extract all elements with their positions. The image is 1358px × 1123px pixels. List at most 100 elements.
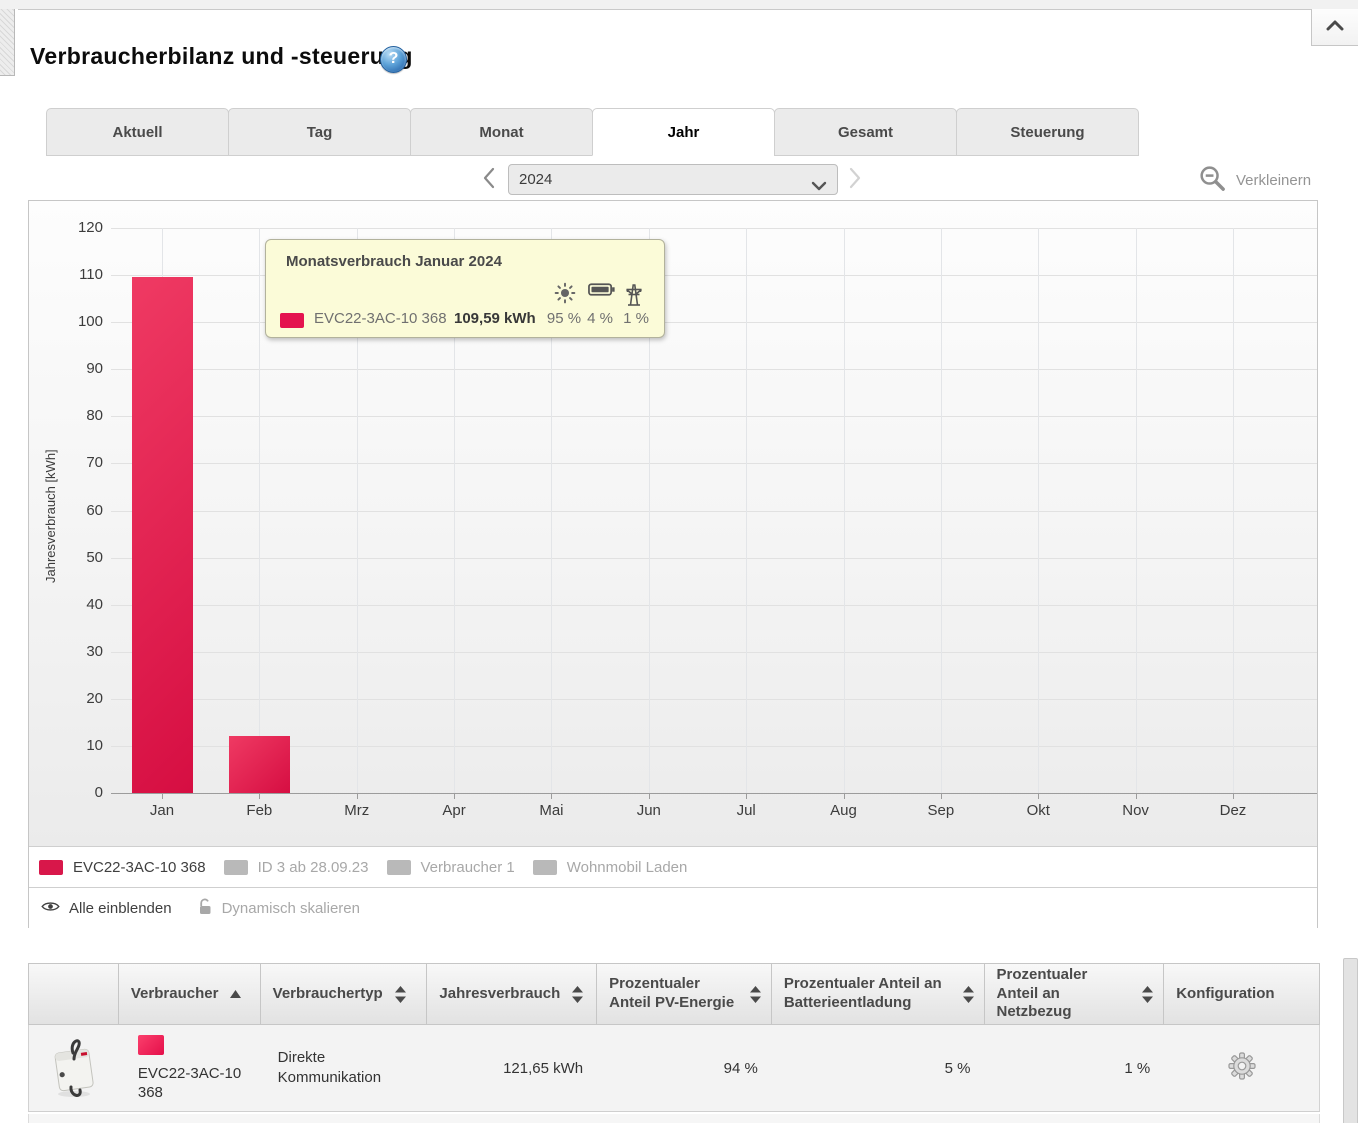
dynamic-scale-label: Dynamisch skalieren [221, 900, 360, 917]
chart-controls: Alle einblenden Dynamisch skalieren [29, 887, 1317, 929]
x-tick [1135, 794, 1137, 799]
scroll-up-button[interactable] [1311, 9, 1358, 46]
gridline [111, 416, 1317, 418]
x-axis [111, 793, 1317, 794]
x-tick [551, 794, 553, 799]
x-tick [356, 794, 358, 799]
next-year-button[interactable] [846, 166, 868, 192]
scrollbar-thumb[interactable] [1343, 958, 1358, 1123]
consumer-table: Verbraucher Verbrauchertyp Jahresverbrauch… [28, 963, 1320, 1123]
chevron-up-icon [1326, 18, 1344, 36]
column-header-label: Jahresverbrauch [439, 984, 561, 1002]
configuration-cell [1164, 1025, 1319, 1111]
chevron-down-icon [811, 173, 827, 202]
column-header-verbrauchertyp[interactable]: Verbrauchertyp [260, 964, 428, 1024]
consumer-type-cell: Direkte Kommunikation [261, 1025, 428, 1111]
x-tick [843, 794, 845, 799]
annual-consumption-cell: 121,65 kWh [503, 1059, 584, 1077]
legend-label: Verbraucher 1 [420, 858, 515, 876]
x-tick-label: Mai [539, 802, 564, 819]
gridline [111, 275, 1317, 277]
x-tick [940, 794, 942, 799]
x-tick [1038, 794, 1040, 799]
tab-tag[interactable]: Tag [228, 108, 411, 156]
power-pylon-icon [624, 282, 644, 311]
tab-monat[interactable]: Monat [410, 108, 593, 156]
column-header-prozentualer-anteil-pv-energie[interactable]: Prozentualer Anteil PV-Energie [597, 964, 772, 1024]
year-select[interactable]: 2024 [508, 164, 838, 195]
x-tick [454, 794, 456, 799]
column-header-prozentualer-anteil-an-netzbezug[interactable]: Prozentualer Anteil an Netzbezug [984, 964, 1165, 1024]
y-axis-title: Jahresverbrauch [kWh] [43, 449, 58, 583]
column-header-label: Prozentualer Anteil an Batterieentladung [783, 975, 942, 1011]
show-all-toggle[interactable]: Alle einblenden [41, 900, 172, 917]
tooltip-title: Monatsverbrauch Januar 2024 [286, 253, 502, 270]
tooltip-series-name: EVC22-3AC-10 368 [314, 310, 447, 327]
gridline [111, 463, 1317, 465]
column-header-prozentualer-anteil-an-batterieentladung[interactable]: Prozentualer Anteil an Batterieentladung [771, 964, 985, 1024]
y-tick-label: 50 [86, 548, 103, 566]
legend-item-id-3-ab-28-09-23[interactable]: ID 3 ab 28.09.23 [223, 859, 369, 876]
gridline [111, 745, 1317, 747]
bar-feb[interactable] [228, 736, 290, 793]
x-tick-label: Jan [149, 802, 175, 819]
gridline [454, 228, 456, 793]
legend-label: EVC22-3AC-10 368 [73, 858, 206, 876]
column-header-label: Prozentualer Anteil an Netzbezug [996, 965, 1088, 1021]
x-tick-label: Mrz [344, 802, 370, 819]
tab-aktuell[interactable]: Aktuell [46, 108, 229, 156]
zoom-out-button[interactable]: Verkleinern [1198, 164, 1311, 197]
gridline [111, 510, 1317, 512]
x-tick-label: Nov [1122, 802, 1149, 819]
top-strip [0, 0, 1358, 9]
y-tick-label: 30 [86, 642, 103, 660]
tab-steuerung[interactable]: Steuerung [956, 108, 1139, 156]
bar-jan[interactable] [131, 277, 193, 793]
gridline [940, 228, 942, 793]
gridline [111, 604, 1317, 606]
x-tick-label: Jul [736, 802, 756, 819]
wallbox-photo [45, 1031, 103, 1105]
device-image-cell [29, 1025, 119, 1111]
legend-item-wohnmobil-laden[interactable]: Wohnmobil Laden [532, 858, 688, 876]
column-header-label: Verbraucher [130, 984, 219, 1002]
gear-icon[interactable] [1227, 1051, 1257, 1085]
chart-legend: EVC22-3AC-10 368 ID 3 ab 28.09.23 Verbrauc… [29, 846, 1317, 887]
page-title: Verbraucherbilanz und -steuerung [30, 43, 413, 69]
gridline [843, 228, 845, 793]
next-row-partial [28, 1114, 1320, 1123]
x-tick-label: Dez [1219, 802, 1247, 819]
tooltip-value: 109,59 kWh [454, 310, 536, 327]
battery-share-cell: 5 % [944, 1059, 971, 1077]
column-header-verbraucher[interactable]: Verbraucher [118, 964, 261, 1024]
column-header-jahresverbrauch[interactable]: Jahresverbrauch [427, 964, 598, 1024]
grid-share-cell: 1 % [1124, 1059, 1151, 1077]
triangles-up-down-icon [572, 985, 584, 1003]
legend-label: Wohnmobil Laden [566, 858, 688, 876]
pv-share-cell: 94 % [723, 1059, 758, 1077]
panel-top-border [18, 9, 1311, 10]
column-header-icon [29, 964, 119, 1024]
gridline [111, 557, 1317, 559]
dynamic-scale-toggle[interactable]: Dynamisch skalieren [198, 898, 360, 919]
previous-year-button[interactable] [480, 166, 502, 192]
triangles-up-down-icon [962, 985, 974, 1003]
table-header-row: Verbraucher Verbrauchertyp Jahresverbrauch… [28, 963, 1320, 1025]
y-tick-label: 0 [94, 784, 103, 801]
zoom-out-label: Verkleinern [1236, 172, 1312, 189]
tab-jahr[interactable]: Jahr [592, 108, 775, 156]
collapsed-panel-edge[interactable] [0, 9, 15, 76]
padlock-open-icon [198, 898, 213, 919]
gridline [259, 228, 261, 793]
legend-item-verbraucher-1[interactable]: Verbraucher 1 [386, 858, 515, 876]
y-tick-label: 70 [86, 454, 103, 472]
year-select-value: 2024 [519, 171, 553, 188]
x-tick-label: Feb [246, 802, 273, 819]
tab-gesamt[interactable]: Gesamt [774, 108, 957, 156]
legend-item-evc22-3ac-10-368[interactable]: EVC22-3AC-10 368 [39, 859, 206, 876]
table-row: EVC22-3AC-10 368 Direkte Kommunikation 1… [28, 1025, 1320, 1112]
x-tick-label: Apr [442, 802, 466, 819]
triangles-up-down-icon [749, 985, 761, 1003]
help-icon[interactable]: ? [380, 46, 407, 73]
